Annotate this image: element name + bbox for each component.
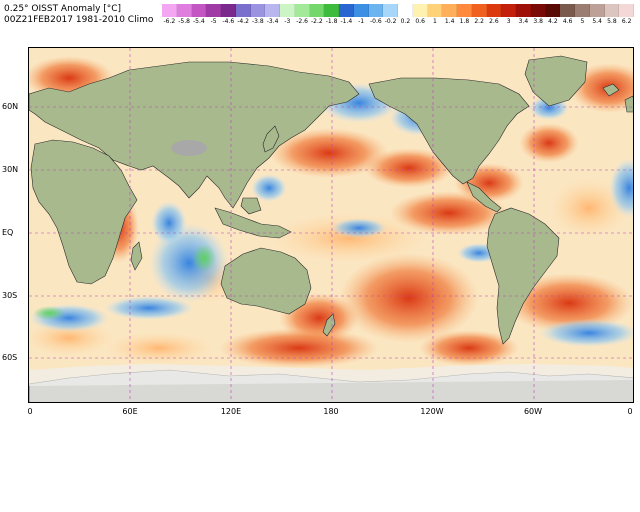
lon-label-120w: 120W <box>420 407 444 416</box>
colorbar-swatch <box>191 4 207 17</box>
colorbar-tick-label: 2.2 <box>474 18 484 25</box>
colorbar-tick-label: -3.8 <box>252 18 264 25</box>
lon-label-120e: 120E <box>220 407 242 416</box>
africa-landmass <box>30 139 138 285</box>
lat-label-30n: 30N <box>2 165 19 174</box>
colorbar-swatch <box>545 4 561 17</box>
colorbar-tick-label: 5.8 <box>607 18 617 25</box>
colorbar-swatch <box>619 4 634 17</box>
lon-label-0: 0 <box>27 407 33 416</box>
colorbar-swatch <box>265 4 280 17</box>
colorbar-tick-label: 1.8 <box>459 18 470 25</box>
colorbar-tick-label: 1 <box>432 18 437 25</box>
colorbar-tick-label: 5 <box>580 18 585 25</box>
colorbar-tick-label: 0.6 <box>415 18 425 25</box>
colorbar-swatch <box>383 4 398 17</box>
lat-label-eq: EQ <box>2 228 14 237</box>
australia-landmass <box>220 247 312 315</box>
colorbar-tick-label: -0.6 <box>370 18 382 25</box>
colorbar-swatch <box>339 4 354 17</box>
colorbar-tick-label: -5 <box>210 18 217 25</box>
greenland-landmass <box>524 55 588 107</box>
south-america-landmass <box>486 207 560 345</box>
lon-label-0-east: 0 <box>627 407 633 416</box>
colorbar-tick-label: 5.4 <box>592 18 602 25</box>
colorbar-tick-label: 4.6 <box>562 18 573 25</box>
colorbar-tick-label: -1 <box>358 18 365 25</box>
land-masses <box>29 55 633 345</box>
colorbar-tick-label: 4.2 <box>548 18 558 25</box>
colorbar-swatch <box>516 4 531 17</box>
central-america-landmass <box>466 181 502 213</box>
british-isles-landmass <box>624 95 633 113</box>
colorbar-swatch <box>486 4 502 17</box>
map-subtitle: 00Z21FEB2017 1981-2010 Climo <box>4 15 154 25</box>
graticule <box>29 48 633 402</box>
colorbar-swatch <box>589 4 605 17</box>
colorbar-swatch <box>575 4 590 17</box>
indonesia-landmass <box>214 207 292 239</box>
colorbar-tick-label: -6.2 <box>163 18 176 25</box>
colorbar-swatch <box>457 4 472 17</box>
colorbar-swatch <box>206 4 221 17</box>
colorbar-tick-label: -4.2 <box>237 18 249 25</box>
sst-anomaly-map <box>28 47 634 403</box>
colorbar-tick-label: -3 <box>284 18 291 25</box>
colorbar-swatch <box>353 4 369 17</box>
colorbar-swatch <box>427 4 443 17</box>
colorbar-swatch <box>176 4 192 17</box>
colorbar-tick-label: 3 <box>506 18 511 25</box>
colorbar-swatch <box>294 4 310 17</box>
colorbar-swatch <box>560 4 575 17</box>
borneo-landmass <box>240 197 262 215</box>
colorbar-tick-label: -1.8 <box>325 18 338 25</box>
colorbar-tick-labels: -6.2 -5.8 -5.4 -5 -4.6 -4.2 -3.8 -3.4 -3 -2.6 -2.2… <box>162 18 634 28</box>
colorbar-swatch <box>309 4 325 17</box>
colorbar-tick-label: -5.4 <box>193 18 205 25</box>
madagascar-landmass <box>130 241 143 271</box>
colorbar-tick-label: -5.8 <box>178 18 190 25</box>
antarctic-sea-ice <box>29 364 633 386</box>
colorbar-swatch <box>221 4 236 17</box>
lat-label-60n: 60N <box>2 102 19 111</box>
iceland-landmass <box>602 83 620 97</box>
lat-label-30s: 30S <box>2 291 18 300</box>
lon-label-180: 180 <box>323 407 339 416</box>
colorbar-tick-label: 6.2 <box>621 18 632 25</box>
colorbar-swatch <box>412 4 428 17</box>
colorbar-swatch <box>280 4 295 17</box>
tibet-plateau <box>171 140 207 156</box>
colorbar-swatch <box>604 4 620 17</box>
colorbar-swatch <box>398 4 413 17</box>
anomaly-colorbar <box>162 4 634 17</box>
lon-label-60e: 60E <box>122 407 138 416</box>
colorbar-swatch <box>235 4 251 17</box>
lat-label-60s: 60S <box>2 353 18 362</box>
colorbar-tick-label: -1.4 <box>340 18 353 25</box>
colorbar-tick-label: -2.6 <box>296 18 308 25</box>
lon-label-60w: 60W <box>523 407 543 416</box>
colorbar-tick-label: 3.4 <box>518 18 529 25</box>
colorbar-swatch <box>530 4 546 17</box>
eurasia-landmass <box>29 61 360 209</box>
colorbar-swatch <box>250 4 266 17</box>
japan-landmass <box>262 125 280 153</box>
north-america-landmass <box>368 77 530 185</box>
colorbar-tick-label: -4.6 <box>222 18 235 25</box>
colorbar-tick-label: 0.2 <box>400 18 411 25</box>
colorbar-tick-label: 1.4 <box>444 18 455 25</box>
colorbar-swatch <box>471 4 487 17</box>
colorbar-tick-label: -3.4 <box>266 18 279 25</box>
colorbar-tick-label: 2.6 <box>489 18 499 25</box>
colorbar-swatch <box>324 4 339 17</box>
colorbar-swatch <box>368 4 384 17</box>
colorbar-tick-label: 3.8 <box>533 18 543 25</box>
colorbar-swatch <box>501 4 516 17</box>
colorbar-tick-label: -0.2 <box>384 18 397 25</box>
colorbar-swatch <box>162 4 177 17</box>
map-title: 0.25° OISST Anomaly [°C] <box>4 4 122 14</box>
colorbar-swatch <box>442 4 457 17</box>
colorbar-tick-label: -2.2 <box>311 18 323 25</box>
